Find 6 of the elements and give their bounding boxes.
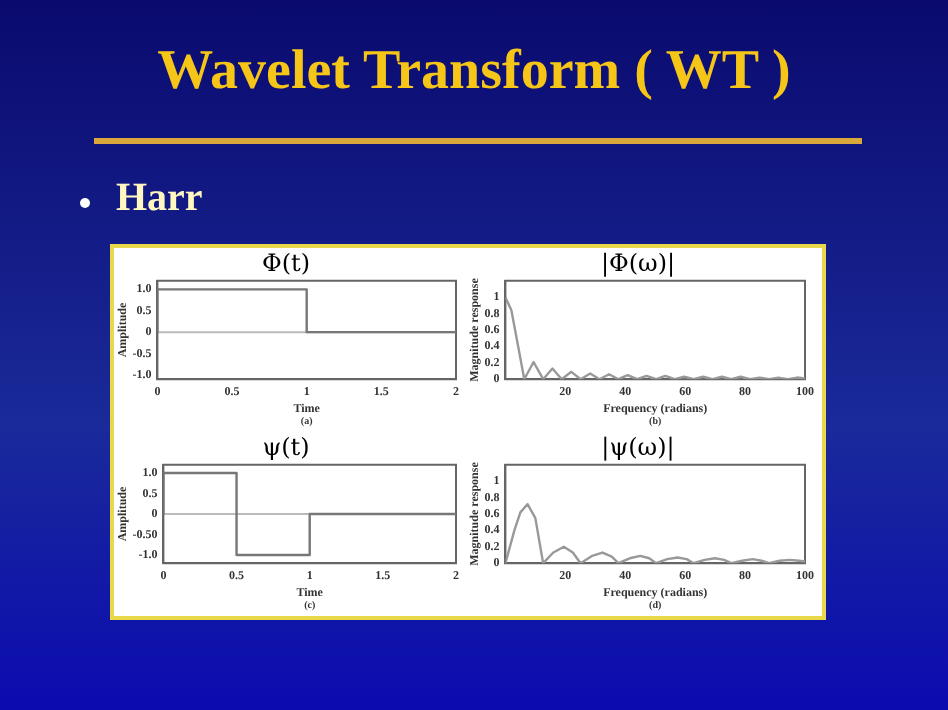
chart-title: ψ(t) — [262, 432, 310, 461]
chart-title: |ψ(ω)| — [601, 432, 675, 461]
chart-title: |Φ(ω)| — [600, 248, 676, 277]
text: Wavelet Transform ( WT ) — [155, 40, 793, 104]
chart-title: Φ(t) — [261, 248, 311, 277]
text: Harr — [116, 176, 203, 222]
